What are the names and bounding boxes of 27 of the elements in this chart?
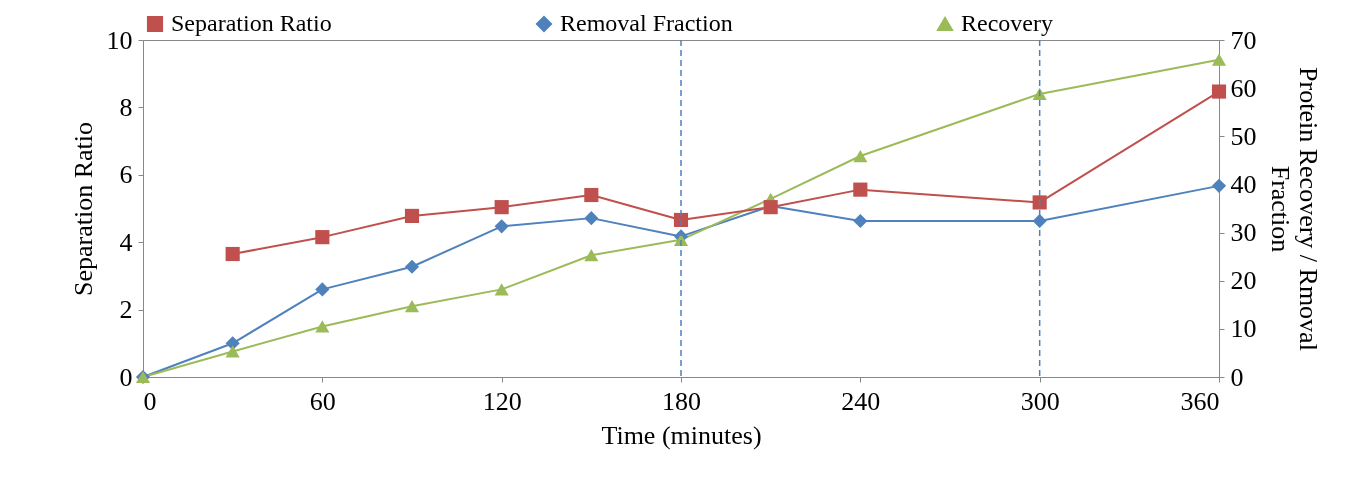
y2-axis-title: Protein Recovery / Rmoval Fraction	[1265, 67, 1323, 351]
y2-tick-label: 70	[1230, 25, 1257, 55]
y2-tick-label: 60	[1230, 73, 1257, 103]
y-tick-label: 0	[119, 362, 133, 392]
x-tick-label: 180	[662, 386, 701, 416]
x-tick-label: 240	[841, 386, 881, 416]
y2-tick-label: 40	[1230, 169, 1257, 199]
y2-tick-label: 20	[1230, 266, 1257, 296]
x-tick-label: 300	[1020, 386, 1060, 416]
y2-tick-label: 30	[1230, 218, 1257, 248]
y-tick-label: 2	[119, 295, 133, 325]
x-tick-label: 120	[482, 386, 522, 416]
x-tick-label: 60	[309, 386, 336, 416]
x-axis-title: Time (minutes)	[601, 420, 762, 450]
y-tick-label: 8	[119, 92, 133, 122]
y2-tick-label: 0	[1230, 362, 1244, 392]
legend-label: Separation Ratio	[171, 10, 332, 36]
y-tick-label: 10	[106, 25, 133, 55]
y2-tick-label: 50	[1230, 121, 1257, 151]
y-tick-label: 6	[119, 160, 133, 190]
legend-label: Recovery	[961, 10, 1053, 36]
y2-tick-label: 10	[1230, 314, 1257, 344]
x-tick-label: 360	[1180, 386, 1220, 416]
y-axis-title: Separation Ratio	[68, 121, 98, 297]
x-tick-label: 0	[143, 386, 157, 416]
legend-label: Removal Fraction	[560, 10, 733, 36]
y-tick-label: 4	[119, 227, 133, 257]
